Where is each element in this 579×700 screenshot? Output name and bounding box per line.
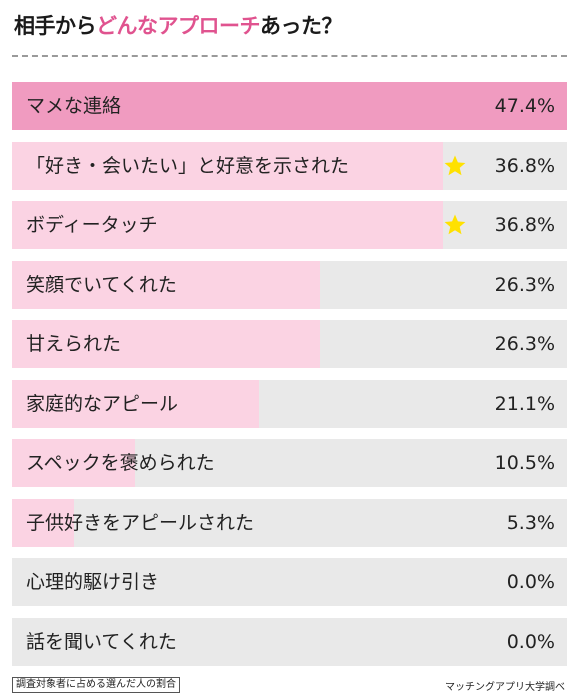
- source-credit: マッチングアプリ大学調べ: [445, 682, 565, 693]
- bar-fill: [12, 82, 567, 130]
- title-accent: どんなアプローチ: [96, 14, 261, 38]
- bar-row: 家庭的なアピール 21.1%: [12, 379, 567, 428]
- title-part-1: 相手から: [14, 14, 97, 38]
- bar-fill: [12, 439, 135, 487]
- bar-row: マメな連絡 47.4%: [12, 82, 567, 130]
- bar-fill: [12, 498, 75, 547]
- bar-label: 心理的駆け引き: [26, 571, 160, 593]
- star-icon: [444, 214, 466, 235]
- bar-label: 甘えられた: [26, 333, 122, 355]
- bar-label: 「好き・会いたい」と好意を示された: [26, 154, 350, 177]
- star-icon: [444, 155, 466, 175]
- bar-fill: [12, 379, 260, 428]
- bar-row: 笑顔でいてくれた 26.3%: [12, 260, 567, 309]
- title-divider: [12, 55, 567, 57]
- bar-value-label: 0.0%: [506, 630, 555, 653]
- bar-value-label: 36.8%: [494, 214, 555, 236]
- bar-label: 笑顔でいてくれた: [26, 273, 177, 296]
- bar-label: マメな連絡: [26, 95, 122, 117]
- bar-value-label: 26.3%: [494, 333, 555, 355]
- bar-value-label: 21.1%: [494, 392, 555, 415]
- bar-value-label: 10.5%: [494, 452, 555, 474]
- bar-row: 子供好きをアピールされた 5.3%: [12, 498, 567, 547]
- bar-label: 子供好きをアピールされた: [26, 511, 255, 534]
- bar-label: スペックを褒められた: [26, 452, 215, 474]
- title-part-2: あった？: [260, 14, 343, 38]
- bar-row: 「好き・会いたい」と好意を示された 36.8%: [12, 141, 567, 190]
- bar-row: スペックを褒められた 10.5%: [12, 439, 567, 487]
- bar-value-label: 36.8%: [494, 154, 555, 177]
- bar-fill: [12, 141, 443, 190]
- bar-value-label: 5.3%: [506, 511, 555, 534]
- bar-row: ボディータッチ 36.8%: [12, 201, 567, 249]
- bar-label: 話を聞いてくれた: [26, 630, 177, 653]
- bar-value-label: 47.4%: [494, 95, 555, 117]
- bar-row: 心理的駆け引き 0.0%: [12, 558, 567, 606]
- bar-fill: [12, 320, 320, 368]
- chart-title: 相手からどんなアプローチあった？: [14, 10, 343, 40]
- bar-label: ボディータッチ: [26, 214, 158, 236]
- footnote: 調査対象者に占める選んだ人の割合: [12, 677, 180, 693]
- bar-label: 家庭的なアピール: [26, 392, 179, 415]
- bar-row: 話を聞いてくれた 0.0%: [12, 617, 567, 666]
- bar-fill: [12, 260, 320, 309]
- bar-fill: [12, 201, 443, 249]
- bar-value-label: 26.3%: [494, 273, 555, 296]
- bar-value-label: 0.0%: [506, 571, 555, 593]
- bar-row: 甘えられた 26.3%: [12, 320, 567, 368]
